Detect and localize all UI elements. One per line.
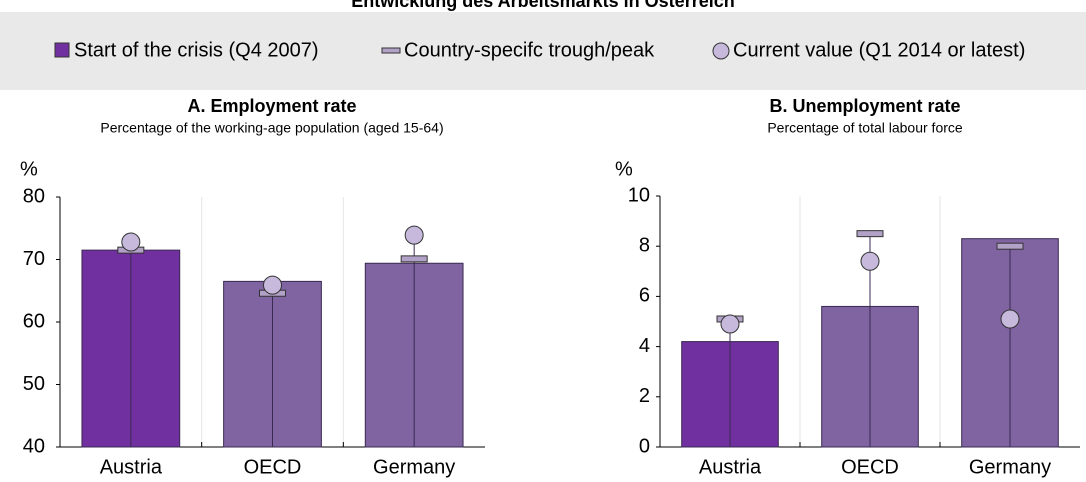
trough-peak-marker [400, 255, 428, 263]
x-tick-label: Germany [373, 456, 455, 478]
legend-background [0, 12, 1086, 90]
y-tick-label: 70 [23, 248, 45, 270]
y-tick-label: 40 [23, 435, 45, 457]
panel-subtitle: Percentage of total labour force [767, 120, 963, 136]
x-tick-label: Austria [100, 456, 163, 478]
y-axis-label: % [615, 158, 633, 180]
current-value-marker [121, 232, 141, 252]
panel-subtitle: Percentage of the working-age population… [100, 120, 443, 136]
current-value-marker [720, 314, 740, 334]
chart-title: Entwicklung des Arbeitsmarkts in Österre… [351, 0, 734, 11]
current-value-marker [263, 275, 282, 295]
current-value-marker [1000, 309, 1020, 329]
legend-label: Start of the crisis (Q4 2007) [74, 39, 319, 61]
y-tick-label: 4 [639, 335, 650, 357]
y-tick-label: 8 [639, 234, 650, 256]
y-tick-label: 60 [23, 310, 45, 332]
trough-peak-marker [856, 230, 884, 238]
x-tick-label: OECD [244, 456, 302, 478]
trough-peak-marker [996, 242, 1024, 250]
panel-title: A. Employment rate [187, 96, 356, 116]
y-tick-label: 10 [628, 184, 650, 206]
legend-swatch [381, 47, 401, 54]
y-tick-label: 6 [639, 285, 650, 307]
legend-swatch [712, 42, 730, 60]
y-tick-label: 0 [639, 435, 650, 457]
y-axis-label: % [20, 158, 38, 180]
current-value-marker [860, 251, 880, 271]
legend-label: Current value (Q1 2014 or latest) [733, 39, 1025, 61]
current-value-marker [404, 225, 424, 245]
x-tick-label: OECD [841, 456, 899, 478]
y-tick-label: 80 [23, 185, 45, 207]
legend-swatch [54, 42, 70, 58]
x-tick-label: Germany [969, 456, 1051, 478]
y-tick-label: 50 [23, 373, 45, 395]
legend-label: Country-specifc trough/peak [404, 39, 655, 61]
y-tick-label: 2 [639, 385, 650, 407]
x-tick-label: Austria [699, 456, 762, 478]
panel-title: B. Unemployment rate [769, 96, 960, 116]
